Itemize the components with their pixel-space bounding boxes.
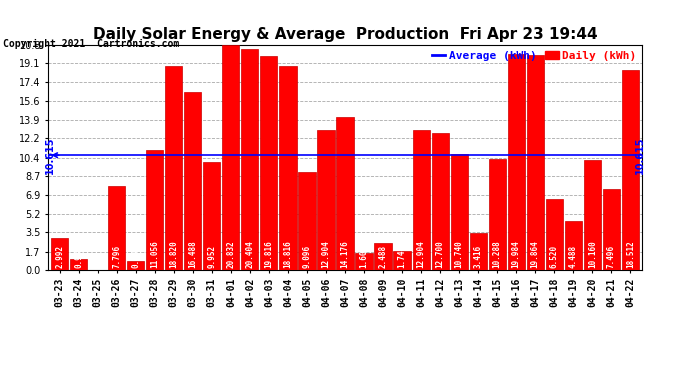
- Text: 7.796: 7.796: [112, 245, 121, 268]
- Text: 12.904: 12.904: [322, 241, 331, 268]
- Bar: [166, 66, 182, 270]
- Text: 10.615: 10.615: [635, 136, 644, 174]
- Text: 2.488: 2.488: [379, 245, 388, 268]
- Text: 10.288: 10.288: [493, 241, 502, 268]
- Bar: [602, 189, 620, 270]
- Text: 2.992: 2.992: [55, 245, 64, 268]
- Text: 9.952: 9.952: [208, 245, 217, 268]
- Bar: [546, 200, 563, 270]
- Text: 20.404: 20.404: [246, 241, 255, 268]
- Text: 10.740: 10.740: [455, 241, 464, 268]
- Bar: [622, 70, 639, 270]
- Text: 20.832: 20.832: [226, 241, 235, 268]
- Bar: [127, 261, 144, 270]
- Bar: [298, 172, 315, 270]
- Bar: [184, 92, 201, 270]
- Bar: [108, 186, 126, 270]
- Text: 14.176: 14.176: [340, 241, 350, 268]
- Text: 16.488: 16.488: [188, 241, 197, 268]
- Text: 18.820: 18.820: [169, 241, 178, 268]
- Bar: [317, 130, 335, 270]
- Text: Copyright 2021  Cartronics.com: Copyright 2021 Cartronics.com: [3, 39, 179, 50]
- Bar: [355, 253, 373, 270]
- Legend: Average (kWh), Daily (kWh): Average (kWh), Daily (kWh): [432, 51, 636, 61]
- Bar: [584, 160, 601, 270]
- Bar: [413, 130, 430, 270]
- Text: 19.984: 19.984: [512, 241, 521, 268]
- Text: 6.520: 6.520: [550, 245, 559, 268]
- Bar: [204, 162, 220, 270]
- Bar: [241, 49, 259, 270]
- Text: 1.748: 1.748: [397, 245, 406, 268]
- Text: 3.416: 3.416: [473, 245, 482, 268]
- Bar: [431, 133, 448, 270]
- Bar: [470, 233, 486, 270]
- Text: 0.980: 0.980: [75, 245, 83, 268]
- Text: 7.496: 7.496: [607, 245, 615, 268]
- Text: 18.816: 18.816: [284, 241, 293, 268]
- Text: 11.056: 11.056: [150, 241, 159, 268]
- Text: 4.488: 4.488: [569, 245, 578, 268]
- Bar: [564, 222, 582, 270]
- Text: 12.700: 12.700: [435, 241, 444, 268]
- Text: 19.864: 19.864: [531, 241, 540, 268]
- Bar: [70, 260, 88, 270]
- Bar: [393, 251, 411, 270]
- Text: 18.512: 18.512: [626, 241, 635, 268]
- Bar: [279, 66, 297, 270]
- Text: 10.615: 10.615: [46, 136, 55, 174]
- Bar: [146, 150, 164, 270]
- Bar: [222, 45, 239, 270]
- Bar: [51, 238, 68, 270]
- Bar: [489, 159, 506, 270]
- Bar: [260, 56, 277, 270]
- Bar: [508, 54, 524, 270]
- Text: 0.840: 0.840: [131, 245, 140, 268]
- Text: 12.904: 12.904: [417, 241, 426, 268]
- Text: 19.816: 19.816: [264, 241, 273, 268]
- Title: Daily Solar Energy & Average  Production  Fri Apr 23 19:44: Daily Solar Energy & Average Production …: [92, 27, 598, 42]
- Text: 9.096: 9.096: [302, 245, 311, 268]
- Text: 10.160: 10.160: [588, 241, 597, 268]
- Bar: [451, 154, 468, 270]
- Bar: [337, 117, 353, 270]
- Bar: [375, 243, 392, 270]
- Bar: [526, 55, 544, 270]
- Text: 1.604: 1.604: [359, 245, 368, 268]
